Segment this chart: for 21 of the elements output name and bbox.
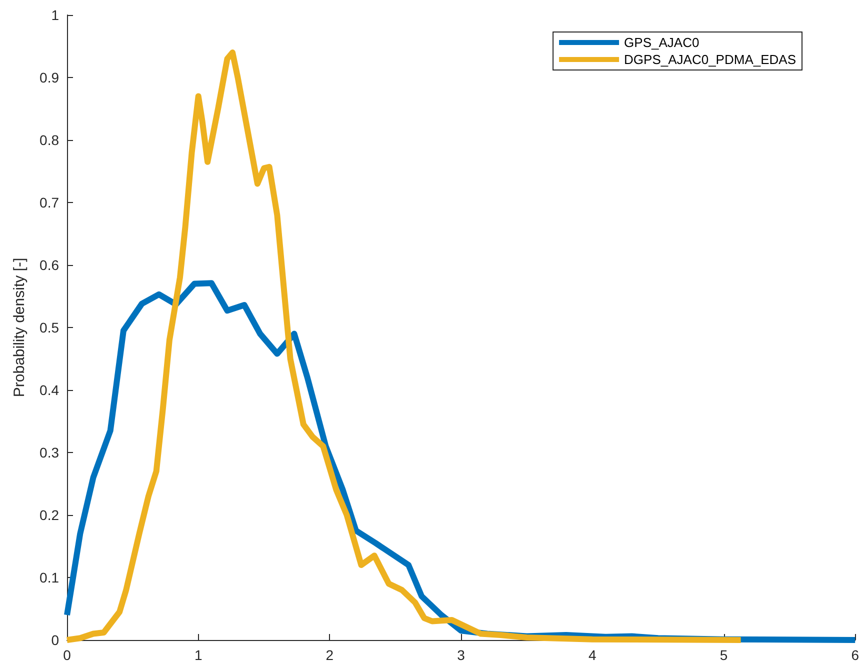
y-tick-label: 0.1 xyxy=(40,570,60,586)
y-tick-label: 0.3 xyxy=(40,444,60,460)
x-tick-label: 5 xyxy=(720,647,728,663)
x-tick-label: 6 xyxy=(851,647,860,663)
y-tick-label: 0.7 xyxy=(40,194,60,210)
y-tick-label: 0.6 xyxy=(40,257,60,273)
legend-label: DGPS_AJAC0_PDMA_EDAS xyxy=(624,52,796,67)
x-tick-label: 2 xyxy=(326,647,334,663)
y-axis-title: Probability density [-] xyxy=(11,258,28,398)
y-tick-label: 0.2 xyxy=(40,507,60,523)
y-tick-label: 0.4 xyxy=(40,382,60,398)
y-tick-label: 0 xyxy=(51,632,60,648)
x-tick-label: 0 xyxy=(63,647,72,663)
y-tick-label: 0.5 xyxy=(40,320,60,336)
y-tick-label: 0.9 xyxy=(40,70,60,86)
legend-label: GPS_AJAC0 xyxy=(624,35,700,50)
y-tick-label: 0.8 xyxy=(40,132,60,148)
x-tick-label: 4 xyxy=(588,647,597,663)
x-tick-label: 1 xyxy=(194,647,202,663)
x-tick-label: 3 xyxy=(457,647,466,663)
y-tick-label: 1 xyxy=(51,7,60,23)
